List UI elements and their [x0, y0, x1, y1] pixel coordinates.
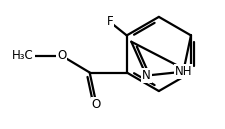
Text: F: F [107, 15, 113, 28]
Text: NH: NH [175, 65, 192, 78]
Text: H₃C: H₃C [12, 49, 34, 62]
Text: N: N [142, 69, 151, 82]
Text: O: O [92, 98, 101, 111]
Text: O: O [57, 49, 66, 62]
